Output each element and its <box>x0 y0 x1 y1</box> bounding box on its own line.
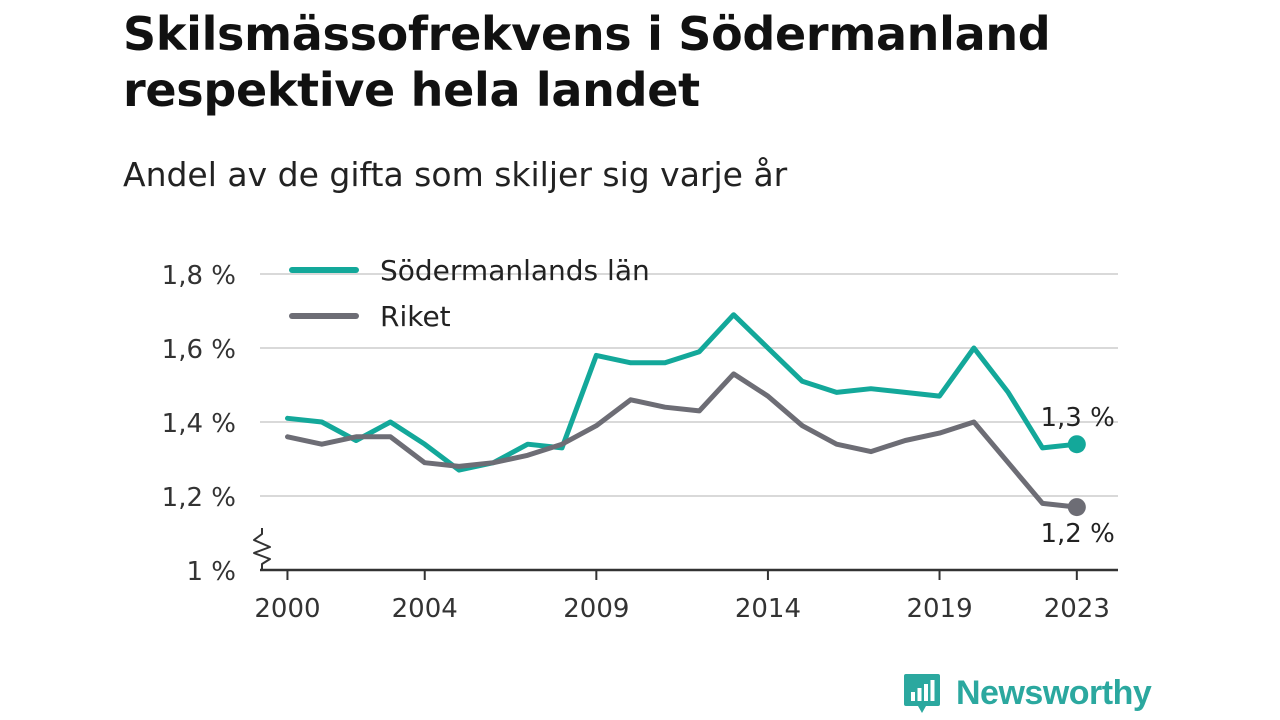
end-point-sodermanland <box>1067 435 1086 454</box>
x-tick-label: 2019 <box>906 594 972 624</box>
end-label-riket: 1,2 % <box>1040 519 1114 549</box>
y-tick-label: 1,8 % <box>162 261 236 291</box>
x-tick-label: 2000 <box>254 594 320 624</box>
x-axis: 2000 2004 2009 2014 2019 2023 <box>253 528 1118 624</box>
y-tick-label: 1,2 % <box>162 483 236 513</box>
end-label-sodermanland: 1,3 % <box>1040 403 1114 433</box>
brand-logo: Newsworthy <box>902 668 1152 718</box>
x-tick-label: 2004 <box>392 594 458 624</box>
end-labels: 1,3 % 1,2 % <box>1040 403 1114 549</box>
brand-name: Newsworthy <box>956 673 1152 712</box>
chart-subtitle: Andel av de gifta som skiljer sig varje … <box>123 155 788 194</box>
series-line-sodermanland <box>285 312 1080 473</box>
x-tick-label: 2023 <box>1044 594 1110 624</box>
y-tick-label: 1,6 % <box>162 335 236 365</box>
y-tick-label: 1 % <box>186 557 236 587</box>
x-tick-label: 2014 <box>735 594 801 624</box>
legend-label-riket: Riket <box>380 300 451 333</box>
x-tick-label: 2009 <box>563 594 629 624</box>
axis-break-icon <box>253 528 271 570</box>
y-axis: 1 % 1,2 % 1,4 % 1,6 % 1,8 % <box>162 261 236 587</box>
series-line-riket <box>285 371 1080 510</box>
end-point-riket <box>1067 498 1086 517</box>
y-tick-label: 1,4 % <box>162 409 236 439</box>
legend-label-sodermanland: Södermanlands län <box>380 254 650 287</box>
legend: Södermanlands län Riket <box>289 254 650 333</box>
chart-title: Skilsmässofrekvens i Södermanland respek… <box>123 7 1051 117</box>
newsworthy-logo-icon <box>904 674 940 713</box>
series-lines <box>285 312 1086 517</box>
